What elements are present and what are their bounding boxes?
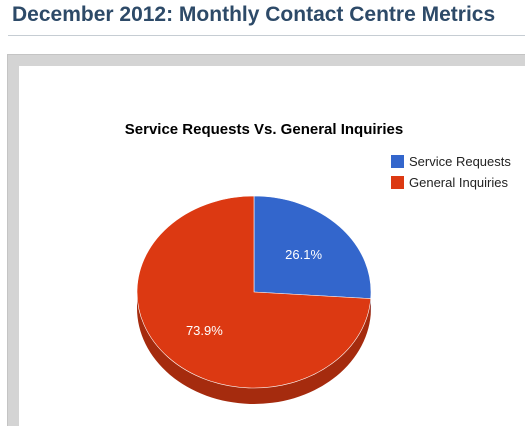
chart-frame: Service Requests Vs. General Inquiries 2… (7, 54, 525, 426)
pie-slice-side-1 (137, 292, 371, 405)
legend-item-0[interactable]: Service Requests (391, 154, 511, 169)
pie-data-labels: 26.1% 73.9% (186, 247, 323, 338)
legend-label-0: Service Requests (409, 154, 511, 169)
pie-chart: Service Requests Vs. General Inquiries 2… (125, 121, 511, 405)
legend-swatch-0 (391, 155, 404, 168)
legend-item-1[interactable]: General Inquiries (391, 175, 508, 190)
pie-slices (136, 195, 372, 405)
page-title: December 2012: Monthly Contact Centre Me… (12, 3, 496, 26)
pie-data-label-0: 26.1% (285, 247, 322, 262)
chart-canvas: Service Requests Vs. General Inquiries 2… (19, 66, 525, 426)
legend-label-1: General Inquiries (409, 175, 508, 190)
pie-slice-1[interactable] (136, 195, 372, 389)
legend-swatch-1 (391, 176, 404, 189)
chart-legend[interactable]: Service Requests General Inquiries (391, 154, 511, 190)
pie-data-label-1: 73.9% (186, 323, 223, 338)
title-divider (8, 35, 525, 36)
pie-slice-0[interactable] (253, 195, 372, 299)
chart-title: Service Requests Vs. General Inquiries (125, 121, 403, 138)
